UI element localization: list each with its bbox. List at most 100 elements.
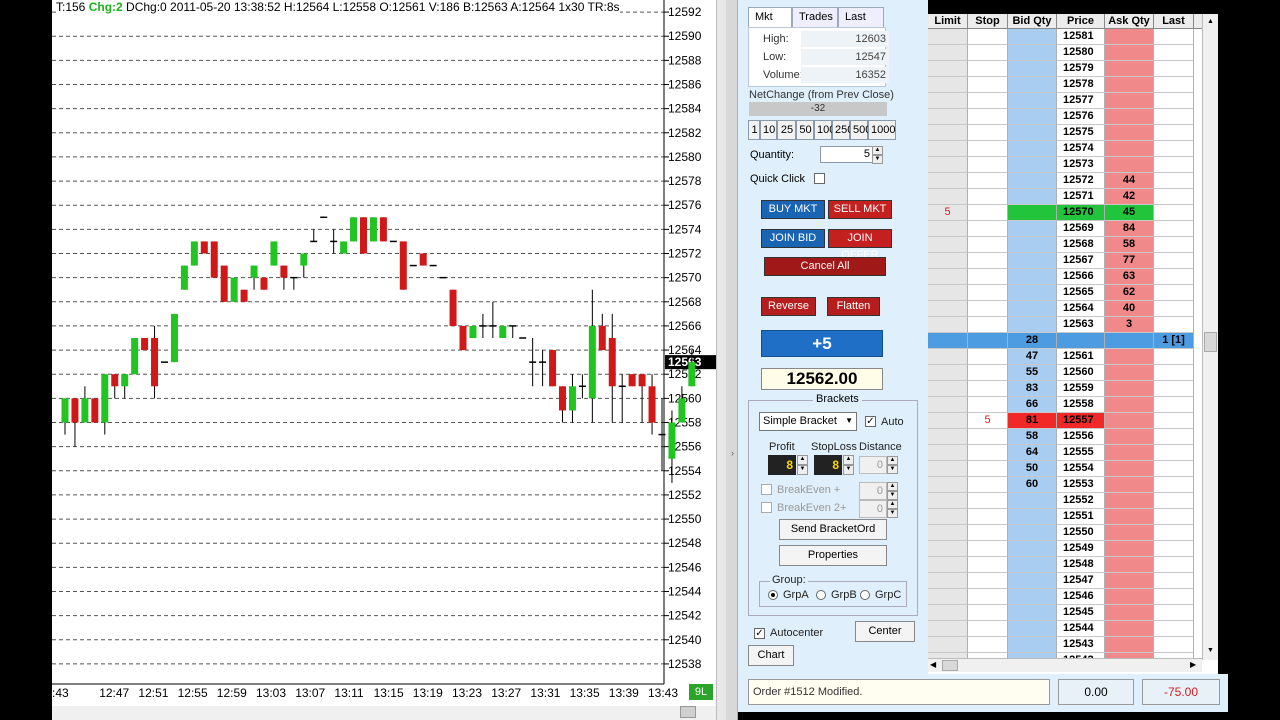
ladder-cell-price[interactable]: 12543 — [1057, 637, 1105, 653]
ladder-cell-limit[interactable] — [928, 509, 968, 525]
ladder-cell-ask[interactable] — [1105, 125, 1154, 141]
ladder-cell-last[interactable] — [1154, 173, 1194, 189]
ladder-cell-bid[interactable]: 81 — [1008, 413, 1057, 429]
ladder-cell-ask[interactable]: 63 — [1105, 269, 1154, 285]
ladder-cell-price[interactable]: 12561 — [1057, 349, 1105, 365]
ladder-cell-ask[interactable]: 84 — [1105, 221, 1154, 237]
ladder-cell-ask[interactable] — [1105, 525, 1154, 541]
ladder-cell-price[interactable]: 12574 — [1057, 141, 1105, 157]
distance-down-icon[interactable]: ▼ — [887, 465, 898, 474]
ladder-cell-ask[interactable]: 3 — [1105, 317, 1154, 333]
ladder-cell-ask[interactable] — [1105, 381, 1154, 397]
ladder-cell-limit[interactable] — [928, 445, 968, 461]
ladder-cell-ask[interactable] — [1105, 397, 1154, 413]
auto-checkbox[interactable]: ✓ — [865, 416, 876, 427]
ladder-cell-limit[interactable] — [928, 381, 968, 397]
ladder-cell-ask[interactable] — [1105, 573, 1154, 589]
breakeven1-checkbox[interactable] — [761, 484, 772, 495]
col-ask-qty[interactable]: Ask Qty — [1105, 14, 1154, 29]
flatten-button[interactable]: Flatten — [827, 297, 880, 316]
ladder-cell-bid[interactable] — [1008, 525, 1057, 541]
ladder-cell-stop[interactable] — [968, 637, 1008, 653]
ladder-cell-bid[interactable] — [1008, 605, 1057, 621]
ladder-cell-last[interactable] — [1154, 621, 1194, 637]
ladder-cell-ask[interactable] — [1105, 333, 1154, 349]
ladder-cell-price[interactable]: 12565 — [1057, 285, 1105, 301]
price-chart[interactable]: 12592 12590 12588 12586 12584 12582 12580 12578… — [52, 0, 716, 720]
qty-preset-button[interactable]: 250 — [832, 120, 853, 140]
ladder-cell-bid[interactable] — [1008, 141, 1057, 157]
ladder-row[interactable]: 12546 — [928, 589, 1194, 605]
ladder-cell-price[interactable]: 12553 — [1057, 477, 1105, 493]
ladder-row[interactable]: 12572 44 — [928, 173, 1194, 189]
ladder-cell-stop[interactable] — [968, 429, 1008, 445]
ladder-cell-bid[interactable]: 47 — [1008, 349, 1057, 365]
stoploss-up-icon[interactable]: ▲ — [843, 455, 854, 465]
ladder-row[interactable]: 12545 — [928, 605, 1194, 621]
ladder-cell-limit[interactable] — [928, 77, 968, 93]
ladder-cell-last[interactable] — [1154, 509, 1194, 525]
ladder-cell-ask[interactable] — [1105, 413, 1154, 429]
ladder-cell-last[interactable] — [1154, 285, 1194, 301]
ladder-cell-price[interactable]: 12558 — [1057, 397, 1105, 413]
ladder-cell-ask[interactable]: 62 — [1105, 285, 1154, 301]
ladder-cell-price[interactable]: 12573 — [1057, 157, 1105, 173]
ladder-cell-ask[interactable]: 40 — [1105, 301, 1154, 317]
ladder-cell-bid[interactable] — [1008, 573, 1057, 589]
ladder-cell-price[interactable]: 12551 — [1057, 509, 1105, 525]
ladder-cell-ask[interactable] — [1105, 621, 1154, 637]
ladder-cell-price[interactable]: 12554 — [1057, 461, 1105, 477]
ladder-cell-last[interactable] — [1154, 93, 1194, 109]
ladder-cell-limit[interactable] — [928, 29, 968, 45]
qty-preset-button[interactable]: 10 — [760, 120, 777, 140]
ladder-cell-bid[interactable] — [1008, 269, 1057, 285]
ladder-cell-last[interactable] — [1154, 557, 1194, 573]
join-offer-button[interactable]: JOIN OFFER — [828, 229, 892, 261]
tab-trades[interactable]: Trades — [792, 7, 838, 27]
ladder-cell-limit[interactable] — [928, 269, 968, 285]
ladder-cell-limit[interactable] — [928, 525, 968, 541]
ladder-cell-limit[interactable] — [928, 333, 968, 349]
ladder-row[interactable]: 47 12561 — [928, 349, 1194, 365]
ladder-cell-last[interactable] — [1154, 237, 1194, 253]
ladder-cell-bid[interactable] — [1008, 29, 1057, 45]
ladder-cell-stop[interactable] — [968, 445, 1008, 461]
ladder-cell-last[interactable] — [1154, 477, 1194, 493]
ladder-cell-ask[interactable] — [1105, 541, 1154, 557]
ladder-cell-price[interactable]: 12570 — [1057, 205, 1105, 221]
ladder-cell-bid[interactable] — [1008, 509, 1057, 525]
ladder-cell-stop[interactable] — [968, 61, 1008, 77]
col-last[interactable]: Last — [1154, 14, 1194, 29]
ladder-cell-stop[interactable] — [968, 621, 1008, 637]
ladder-cell-ask[interactable] — [1105, 141, 1154, 157]
ladder-cell-last[interactable] — [1154, 413, 1194, 429]
breakeven2-up-icon[interactable]: ▲ — [887, 500, 898, 509]
ladder-cell-limit[interactable] — [928, 317, 968, 333]
distance-up-icon[interactable]: ▲ — [887, 456, 898, 465]
depth-ladder[interactable]: Limit Stop Bid Qty Price Ask Qty Last 12… — [928, 14, 1218, 674]
ladder-cell-limit[interactable] — [928, 429, 968, 445]
ladder-cell-limit[interactable] — [928, 621, 968, 637]
ladder-row[interactable]: 12549 — [928, 541, 1194, 557]
ladder-cell-bid[interactable] — [1008, 557, 1057, 573]
ladder-cell-bid[interactable]: 50 — [1008, 461, 1057, 477]
ladder-cell-bid[interactable] — [1008, 77, 1057, 93]
ladder-cell-limit[interactable] — [928, 61, 968, 77]
ladder-cell-limit[interactable] — [928, 461, 968, 477]
ladder-cell-bid[interactable]: 55 — [1008, 365, 1057, 381]
ladder-row[interactable]: 5 81 12557 — [928, 413, 1194, 429]
ladder-cell-last[interactable] — [1154, 589, 1194, 605]
ladder-cell-stop[interactable] — [968, 141, 1008, 157]
ladder-cell-limit[interactable] — [928, 237, 968, 253]
ladder-cell-bid[interactable] — [1008, 637, 1057, 653]
ladder-cell-ask[interactable] — [1105, 157, 1154, 173]
ladder-hscroll-thumb[interactable] — [942, 660, 958, 671]
ladder-cell-bid[interactable] — [1008, 589, 1057, 605]
ladder-cell-last[interactable] — [1154, 573, 1194, 589]
ladder-cell-price[interactable]: 12544 — [1057, 621, 1105, 637]
ladder-cell-bid[interactable] — [1008, 301, 1057, 317]
ladder-cell-ask[interactable] — [1105, 349, 1154, 365]
profit-up-icon[interactable]: ▲ — [797, 455, 808, 465]
ladder-cell-price[interactable]: 12560 — [1057, 365, 1105, 381]
ladder-cell-stop[interactable] — [968, 285, 1008, 301]
